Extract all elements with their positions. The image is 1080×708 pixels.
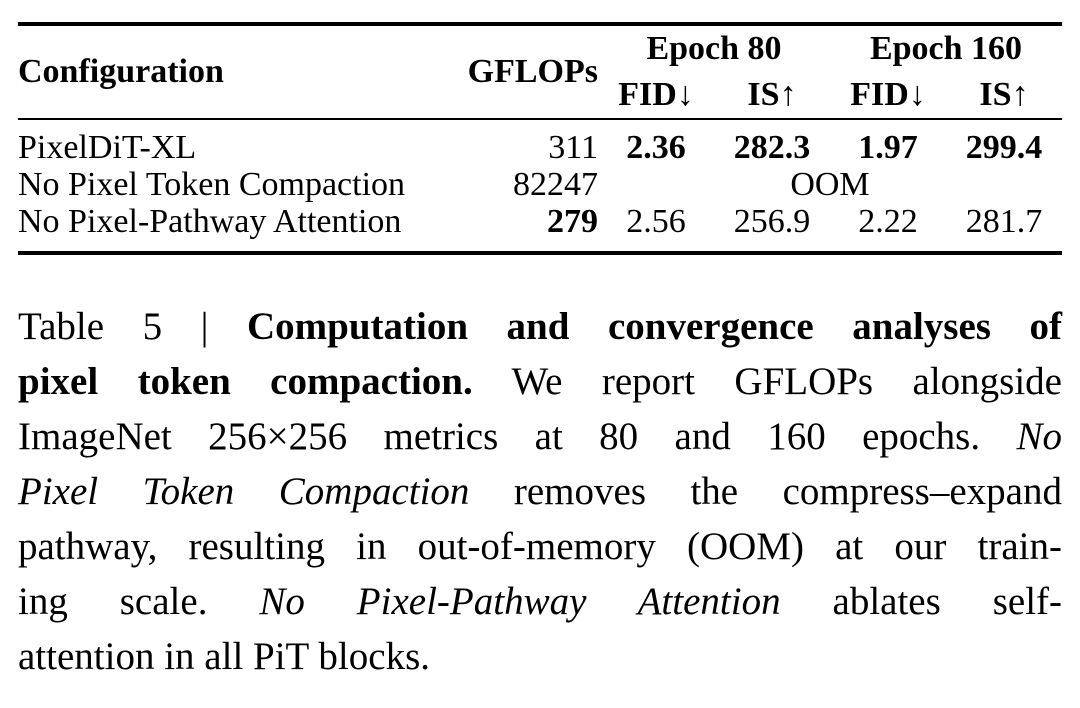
caption-line: ing scale. No Pixel-Pathway Attention ab… <box>18 574 1062 629</box>
table-header-row-metrics: FID↓ IS↑ FID↓ IS↑ <box>18 72 1062 119</box>
caption-text-segment: ImageNet 256×256 metrics at 80 and 160 e… <box>18 415 1017 458</box>
table-body: PixelDiT-XL 311 2.36 282.3 1.97 299.4 No Pixel… <box>18 119 1062 253</box>
col-header-is-epoch160: IS↑ <box>979 76 1029 113</box>
cell-configuration: No Pixel-Pathway Attention <box>18 203 402 240</box>
col-header-epoch-160: Epoch 160 <box>869 30 1023 67</box>
table-row: No Pixel-Pathway Attention 279 2.56 256.9 2.… <box>18 203 1062 253</box>
cell-metric: 281.7 <box>965 203 1043 240</box>
col-header-fid-epoch160: FID↓ <box>850 76 926 113</box>
col-header-configuration: Configuration <box>18 53 224 90</box>
caption-text-segment: attention in all PiT blocks. <box>18 635 430 678</box>
col-header-epoch-80: Epoch 80 <box>646 30 782 67</box>
cell-metric: 1.97 <box>858 129 918 166</box>
table-row: PixelDiT-XL 311 2.36 282.3 1.97 299.4 <box>18 119 1062 166</box>
caption-text-segment: Computation and convergence analyses of <box>246 305 1062 348</box>
col-header-gflops: GFLOPs <box>467 53 598 90</box>
cell-metric: 299.4 <box>965 129 1043 166</box>
caption-line: Pixel Token Compaction removes the compr… <box>18 464 1062 519</box>
cell-metric: 256.9 <box>733 203 811 240</box>
cell-gflops: 311 <box>548 129 598 166</box>
cell-gflops: 279 <box>547 203 598 240</box>
caption-text-segment: ablates self- <box>780 580 1063 623</box>
cell-oom: OOM <box>790 166 870 203</box>
caption-line: pathway, resulting in out-of-memory (OOM… <box>18 519 1062 574</box>
caption-line: Table 5 | Computation and convergence an… <box>18 299 1062 354</box>
caption-text-segment: ing scale. <box>18 580 260 623</box>
caption-line: pixel token compaction. We report GFLOPs… <box>18 354 1062 409</box>
caption-text-segment: pixel token compaction. <box>18 360 473 403</box>
cell-metric: 2.22 <box>858 203 918 240</box>
cell-metric: 282.3 <box>733 129 811 166</box>
cell-metric: 2.36 <box>626 129 686 166</box>
cell-metric: 2.56 <box>626 203 686 240</box>
cell-configuration: No Pixel Token Compaction <box>18 166 406 203</box>
caption-line: attention in all PiT blocks. <box>18 629 1062 684</box>
paper-page: Configuration GFLOPs Epoch 80 Epoch 160 … <box>18 22 1062 684</box>
table-header: Configuration GFLOPs Epoch 80 Epoch 160 … <box>18 24 1062 119</box>
caption-text-segment: No Pixel-Pathway Attention <box>259 580 781 623</box>
caption-text-segment: pathway, resulting in out-of-memory (OOM… <box>18 525 1062 568</box>
table-caption: Table 5 | Computation and convergence an… <box>18 299 1062 684</box>
table-row: No Pixel Token Compaction 82247 OOM <box>18 166 1062 203</box>
table-header-row-groups: Configuration GFLOPs Epoch 80 Epoch 160 <box>18 24 1062 90</box>
caption-text-segment: Pixel Token Compaction <box>18 470 470 513</box>
caption-text-segment: No <box>1016 415 1062 458</box>
caption-line: ImageNet 256×256 metrics at 80 and 160 e… <box>18 409 1062 464</box>
cell-gflops: 82247 <box>513 166 598 203</box>
caption-text-segment: Table 5 | <box>18 305 247 348</box>
col-header-is-epoch80: IS↑ <box>747 76 797 113</box>
cell-configuration: PixelDiT-XL <box>18 129 197 166</box>
caption-text-segment: We report GFLOPs alongside <box>472 360 1062 403</box>
caption-text-segment: removes the compress–expand <box>469 470 1062 513</box>
col-header-fid-epoch80: FID↓ <box>618 76 694 113</box>
ablation-table: Configuration GFLOPs Epoch 80 Epoch 160 … <box>18 22 1062 255</box>
